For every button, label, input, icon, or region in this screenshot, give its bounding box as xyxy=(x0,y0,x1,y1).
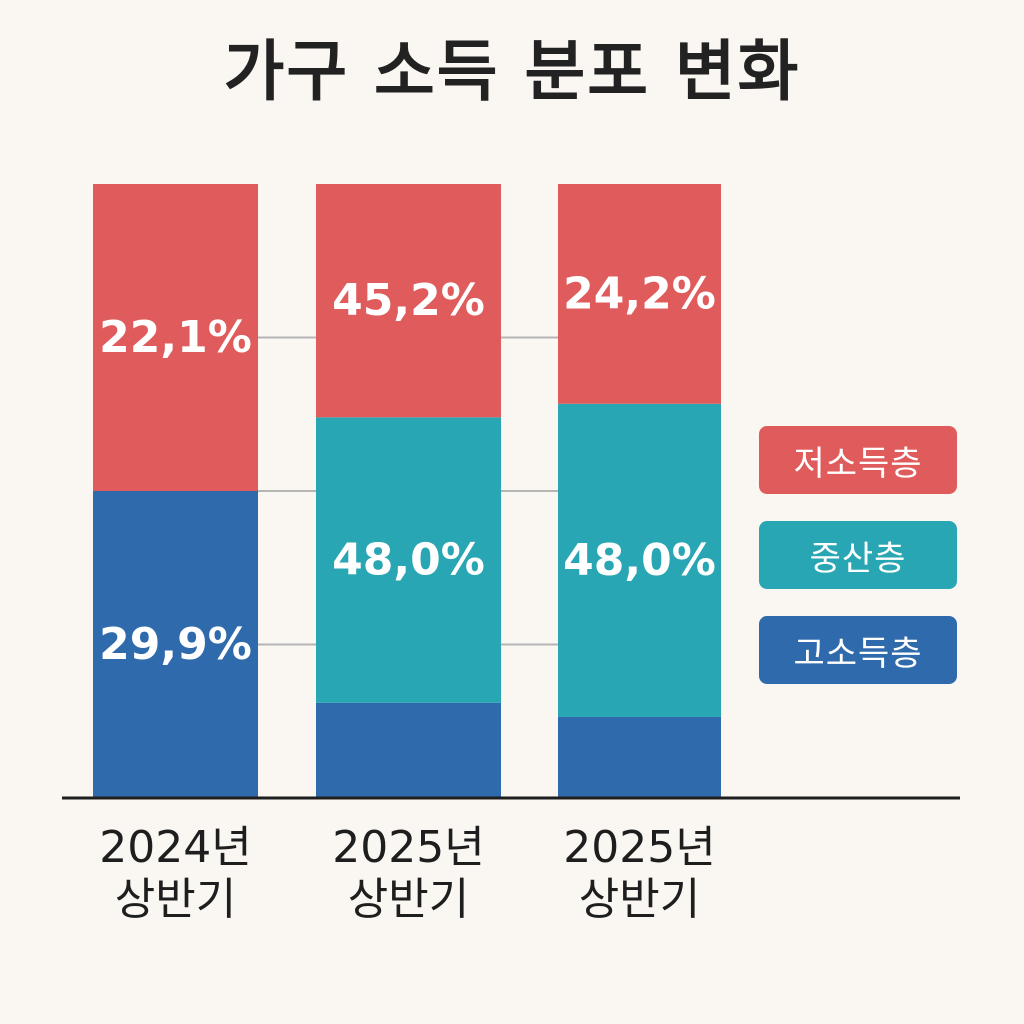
chart-title: 가구 소득 분포 변화 xyxy=(223,33,801,110)
bar-segment-0-2 xyxy=(93,184,258,491)
bar-segment-0-0 xyxy=(93,491,258,798)
legend-item-1: 중산층 xyxy=(759,521,957,589)
x-tick-label-0-1: 상반기 xyxy=(115,874,236,925)
bars xyxy=(93,184,721,798)
bar-segment-2-0 xyxy=(558,716,721,798)
data-label-0-0: 29,9% xyxy=(99,619,252,670)
data-label-1-1: 48,0% xyxy=(332,535,485,586)
x-tick-label-2-1: 상반기 xyxy=(579,874,700,925)
bar-segment-2-2 xyxy=(558,184,721,404)
x-tick-label-0-0: 2024년 xyxy=(99,822,251,873)
legend-item-0: 저소득층 xyxy=(759,426,957,494)
x-tick-label-1-1: 상반기 xyxy=(348,874,469,925)
bar-segment-1-1 xyxy=(316,417,501,703)
bar-segment-1-2 xyxy=(316,184,501,418)
data-label-0-2: 22,1% xyxy=(99,312,252,363)
data-label-1-2: 45,2% xyxy=(332,275,485,326)
legend-item-2: 고소득층 xyxy=(759,616,957,684)
x-tick-label-1-0: 2025년 xyxy=(332,822,484,873)
data-label-2-1: 48,0% xyxy=(563,535,716,586)
bar-segment-1-0 xyxy=(316,702,501,798)
x-tick-label-2-0: 2025년 xyxy=(563,822,715,873)
bar-segment-2-1 xyxy=(558,403,721,717)
data-label-2-2: 24,2% xyxy=(563,268,716,319)
data-labels: 29,9% 22,1% 48,0% 45,2% 48,0% 24,2% xyxy=(99,268,716,670)
